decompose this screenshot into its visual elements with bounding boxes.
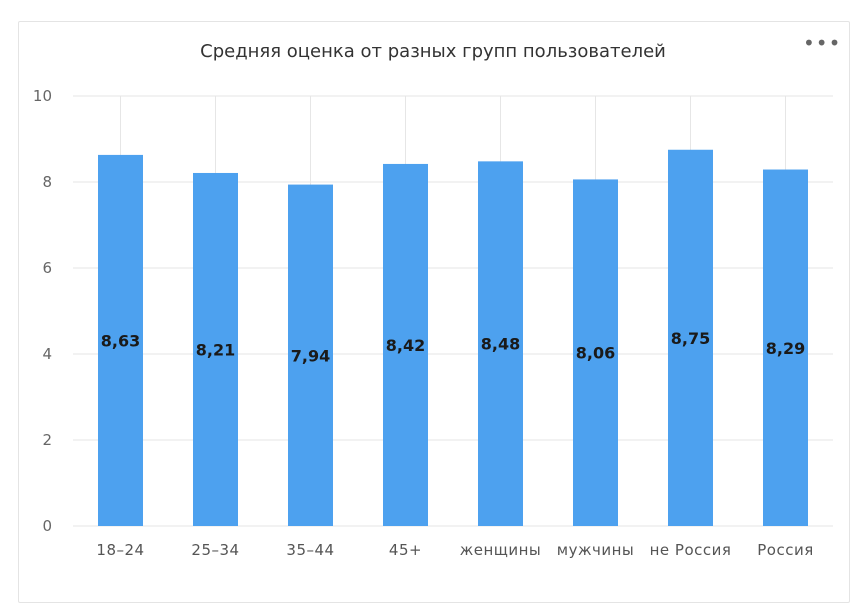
more-options-icon[interactable]: ••• <box>803 31 842 55</box>
chart-title: Средняя оценка от разных групп пользоват… <box>200 41 666 62</box>
y-tick-label: 4 <box>42 345 52 363</box>
data-label: 8,75 <box>671 329 710 348</box>
data-label: 8,06 <box>576 344 615 363</box>
data-label: 7,94 <box>291 346 330 365</box>
y-tick-label: 8 <box>42 173 52 191</box>
x-tick-label: 35–44 <box>286 541 334 559</box>
data-label: 8,29 <box>766 339 805 358</box>
x-tick-label: мужчины <box>557 541 634 559</box>
x-tick-label: женщины <box>460 541 542 559</box>
data-label: 8,63 <box>101 331 140 350</box>
x-tick-label: Россия <box>757 541 814 559</box>
bar <box>573 179 618 527</box>
bar <box>193 172 238 526</box>
y-tick-label: 2 <box>42 431 52 449</box>
y-tick-label: 6 <box>42 259 52 277</box>
data-label: 8,21 <box>196 340 235 359</box>
data-label: 8,48 <box>481 335 520 354</box>
y-tick-label: 10 <box>33 87 52 105</box>
y-tick-label: 0 <box>42 517 52 535</box>
x-tick-label: не Россия <box>650 541 732 559</box>
bar-chart: 0 2 4 6 8 10 8,63 18–24 8,21 25–34 7,94 35–44 8,42 45… <box>33 87 833 559</box>
bar <box>763 169 808 526</box>
bar <box>98 154 143 526</box>
x-tick-label: 25–34 <box>191 541 239 559</box>
bar <box>478 161 523 527</box>
x-tick-label: 45+ <box>389 541 422 559</box>
bar <box>668 149 713 526</box>
data-label: 8,42 <box>386 336 425 355</box>
bar <box>288 184 333 526</box>
x-tick-label: 18–24 <box>96 541 144 559</box>
bar <box>383 163 428 526</box>
